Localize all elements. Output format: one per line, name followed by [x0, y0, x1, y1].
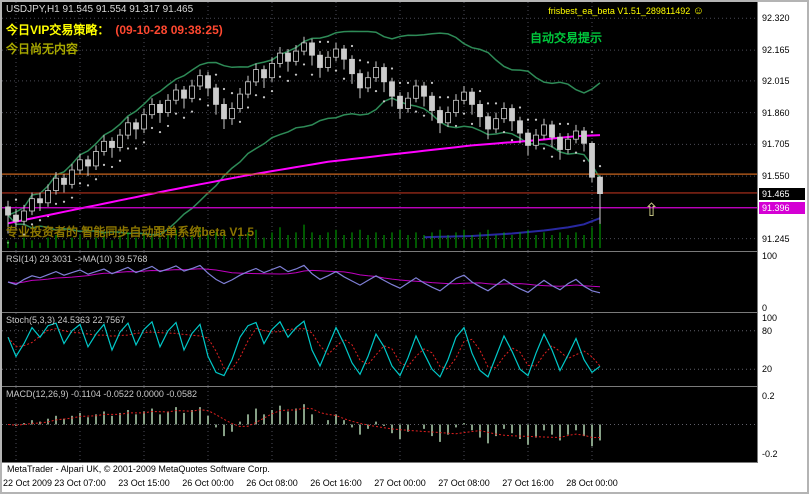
macd-panel[interactable]: MACD(12,26,9) -0.1104 -0.0522 0.0000 -0.…	[2, 387, 757, 462]
ea-title: frisbest_ea_beta V1.51_289811492 ☺	[548, 5, 704, 17]
rsi-axis-label: 0	[762, 303, 768, 313]
vip-strategy-line: 今日VIP交易策略： (09-10-28 09:38:25)	[6, 21, 223, 38]
price-axis-label: 92.015	[762, 75, 790, 86]
macd-chart[interactable]	[2, 387, 757, 462]
main-chart-panel[interactable]: USDJPY,H1 91.545 91.554 91.317 91.465 fr…	[2, 2, 757, 251]
time-axis-label: 28 Oct 00:00	[566, 478, 618, 488]
time-axis-label: 26 Oct 00:00	[182, 478, 234, 488]
vip-strategy-timestamp: (09-10-28 09:38:25)	[115, 23, 223, 37]
time-axis-label: 23 Oct 15:00	[118, 478, 170, 488]
stoch-d-line	[7, 327, 601, 370]
auto-trade-hint-label: 自动交易提示	[530, 31, 603, 45]
stoch-k-line	[7, 320, 601, 378]
stoch-axis-label: 80	[762, 325, 773, 336]
stoch-axis-label: 20	[762, 364, 773, 375]
macd-axis-label: -0.2	[762, 448, 778, 459]
macd-signal-line	[7, 407, 600, 439]
smiley-icon: ☺	[692, 5, 704, 17]
time-axis-label: 23 Oct 07:00	[54, 478, 106, 488]
candlestick-chart[interactable]	[2, 2, 757, 251]
watermark-label: 专业投资者的 智能同步自动跟单系统beta V1.5	[6, 225, 255, 239]
panel-separator[interactable]	[2, 312, 807, 313]
ea-name-label: frisbest_ea_beta V1.51_289811492	[548, 6, 691, 16]
rsi-panel[interactable]: RSI(14) 29.3031 ->MA(10) 39.5768	[2, 252, 757, 312]
time-axis-label: 22 Oct 2009	[3, 478, 53, 488]
price-axis-label: 91.705	[762, 139, 790, 150]
symbol-ohlc-readout: USDJPY,H1 91.545 91.554 91.317 91.465	[6, 4, 194, 15]
time-axis-label: 27 Oct 00:00	[374, 478, 426, 488]
candles	[5, 36, 603, 234]
rsi-label: RSI(14) 29.3031 ->MA(10) 39.5768	[6, 254, 148, 264]
bottom-strip: MetaTrader - Alpari UK, © 2001-2009 Meta…	[2, 463, 807, 492]
price-axis-label: 91.860	[762, 107, 790, 118]
macd-grid	[15, 387, 593, 462]
price-axis-label: 92.320	[762, 13, 790, 24]
time-axis-label: 26 Oct 08:00	[246, 478, 298, 488]
stochastic-panel[interactable]: Stoch(5,3,3) 24.5363 22.7567	[2, 313, 757, 386]
time-axis[interactable]: 22 Oct 2009 23 Oct 07:00 23 Oct 15:00 26 Oc…	[2, 463, 757, 492]
volume-bars	[7, 222, 601, 248]
rsi-ma-line	[7, 268, 601, 288]
vip-strategy-label: 今日VIP交易策略：	[6, 23, 110, 37]
up-arrow-icon: ⇧	[644, 200, 660, 220]
signal-price-tag: 91.396	[759, 201, 805, 214]
price-axis-label: 91.550	[762, 171, 790, 182]
parabolic-sar-dots	[6, 40, 602, 244]
price-axis-label: 92.165	[762, 45, 790, 56]
macd-histogram	[15, 404, 601, 447]
magenta-ma-line	[7, 134, 601, 225]
stoch-axis-label: 100	[762, 313, 778, 323]
panel-separator[interactable]	[2, 386, 807, 387]
time-axis-label: 27 Oct 08:00	[438, 478, 490, 488]
horizontal-price-lines	[2, 173, 757, 209]
stochastic-chart[interactable]	[2, 313, 757, 386]
vip-no-content-label: 今日尚无内容	[6, 42, 79, 56]
rsi-chart[interactable]	[2, 252, 757, 312]
current-price-tag: 91.465	[759, 187, 805, 200]
macd-label: MACD(12,26,9) -0.1104 -0.0522 0.0000 -0.…	[6, 389, 197, 399]
price-axis-label: 91.245	[762, 233, 790, 244]
stochastic-label: Stoch(5,3,3) 24.5363 22.7567	[6, 315, 126, 325]
macd-axis-label: 0.2	[762, 390, 775, 401]
price-axis[interactable]: 92.320 92.165 92.015 91.860 91.705 91.550 91.2…	[757, 2, 807, 463]
copyright-text: MetaTrader - Alpari UK, © 2001-2009 Meta…	[7, 464, 270, 474]
rsi-line	[7, 264, 601, 294]
time-axis-label: 26 Oct 16:00	[310, 478, 362, 488]
time-axis-label: 27 Oct 16:00	[502, 478, 554, 488]
panel-separator[interactable]	[2, 251, 807, 252]
blue-ma-line	[423, 217, 601, 239]
rsi-axis-label: 100	[762, 251, 778, 261]
panel-separator[interactable]	[2, 462, 807, 463]
